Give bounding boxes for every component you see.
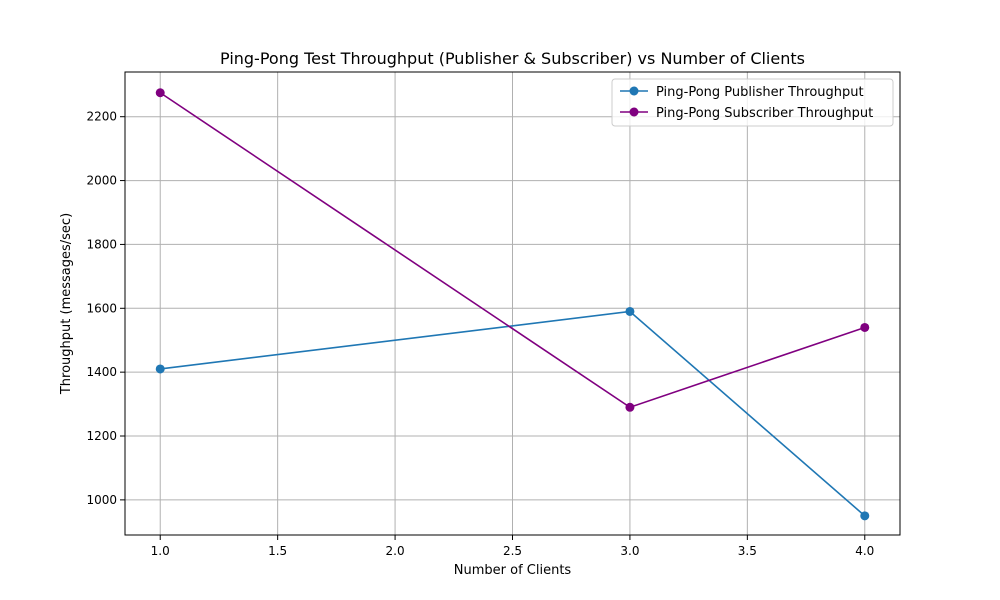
legend: Ping-Pong Publisher Throughput Ping-Pong … bbox=[611, 78, 894, 127]
x-tick-label: 3.5 bbox=[738, 544, 757, 558]
series-publisher bbox=[155, 306, 870, 521]
y-tick-label: 1000 bbox=[86, 493, 117, 507]
axes-frame bbox=[124, 71, 901, 536]
chart-title: Ping-Pong Test Throughput (Publisher & S… bbox=[220, 49, 805, 68]
data-point bbox=[860, 322, 870, 332]
legend-marker bbox=[629, 107, 639, 117]
ticks: 1.0 1.5 2.0 2.5 3.0 3.5 4.0 1000 1200 1400 1600 180… bbox=[86, 110, 874, 558]
y-tick-label: 1200 bbox=[86, 429, 117, 443]
legend-marker bbox=[629, 86, 639, 96]
data-point bbox=[860, 511, 870, 521]
x-tick-label: 3.0 bbox=[620, 544, 639, 558]
x-tick-label: 2.0 bbox=[386, 544, 405, 558]
data-point bbox=[625, 306, 635, 316]
y-tick-label: 1400 bbox=[86, 365, 117, 379]
series-subscriber bbox=[155, 88, 870, 412]
y-axis-label: Throughput (messages/sec) bbox=[59, 213, 74, 395]
x-tick-label: 1.5 bbox=[268, 544, 287, 558]
data-point bbox=[625, 402, 635, 412]
y-tick-label: 1600 bbox=[86, 301, 117, 315]
x-tick-label: 2.5 bbox=[503, 544, 522, 558]
y-tick-label: 2000 bbox=[86, 174, 117, 188]
series-layer bbox=[155, 88, 870, 521]
y-tick-label: 2200 bbox=[86, 110, 117, 124]
x-tick-label: 4.0 bbox=[855, 544, 874, 558]
x-axis-label: Number of Clients bbox=[454, 563, 572, 578]
grid bbox=[125, 72, 900, 535]
legend-label: Ping-Pong Publisher Throughput bbox=[656, 85, 864, 100]
legend-box bbox=[611, 78, 894, 127]
x-tick-label: 1.0 bbox=[151, 544, 170, 558]
y-tick-label: 1800 bbox=[86, 237, 117, 251]
data-point bbox=[155, 88, 165, 98]
data-point bbox=[155, 364, 165, 374]
legend-label: Ping-Pong Subscriber Throughput bbox=[656, 106, 873, 121]
